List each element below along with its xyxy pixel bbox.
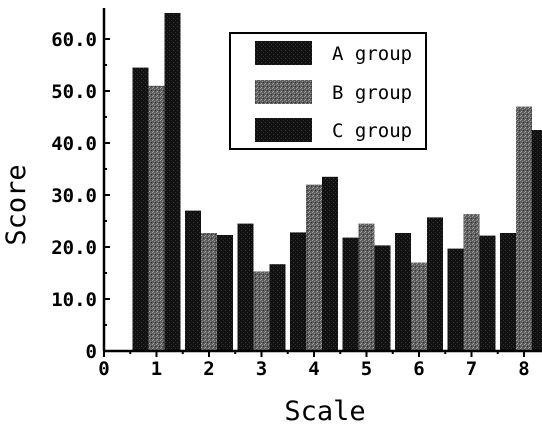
x-axis-title: Scale xyxy=(284,396,365,427)
x-tick-label-4: 4 xyxy=(308,358,319,380)
bar-a-group-scale-3 xyxy=(237,223,254,351)
bar-c-group-scale-8 xyxy=(532,130,542,351)
bar-b-group-scale-7 xyxy=(463,214,480,351)
bar-b-group-scale-2 xyxy=(201,233,217,351)
bar-a-group-scale-1 xyxy=(132,67,149,351)
y-tick-label-0: 0 xyxy=(86,341,97,363)
bar-c-group-scale-2 xyxy=(217,235,233,351)
bar-a-group-scale-6 xyxy=(395,233,411,351)
y-tick-label-30-0: 30.0 xyxy=(51,185,97,207)
x-tick-label-7: 7 xyxy=(466,358,477,380)
bar-a-group-scale-8 xyxy=(500,233,516,351)
x-tick-label-3: 3 xyxy=(256,358,267,380)
bar-a-group-scale-4 xyxy=(290,232,306,351)
legend-swatch-c-group xyxy=(255,118,312,142)
bar-b-group-scale-6 xyxy=(411,262,427,351)
legend-label-c-group: C group xyxy=(332,120,412,142)
bar-a-group-scale-2 xyxy=(185,210,201,351)
bar-b-group-scale-5 xyxy=(358,223,375,351)
bar-c-group-scale-4 xyxy=(322,176,338,351)
x-tick-label-8: 8 xyxy=(518,358,529,380)
x-tick-label-0: 0 xyxy=(98,358,109,380)
bar-c-group-scale-5 xyxy=(374,245,391,351)
axes-layer: 0 10.0 20.0 30.0 40.0 50.0 60.0 0 1 2 3 4 5 6 7 8 xyxy=(51,8,542,380)
bar-b-group-scale-4 xyxy=(306,184,322,351)
bar-c-group-scale-3 xyxy=(269,264,286,351)
x-tick-label-6: 6 xyxy=(413,358,424,380)
bar-b-group-scale-3 xyxy=(253,271,270,351)
bar-a-group-scale-5 xyxy=(342,237,359,351)
bars-layer xyxy=(132,13,542,352)
x-tick-label-1: 1 xyxy=(151,358,162,380)
y-axis-title: Score xyxy=(1,164,32,245)
bar-b-group-scale-8 xyxy=(516,106,532,351)
legend-label-b-group: B group xyxy=(332,82,412,104)
legend-swatch-b-group xyxy=(255,80,312,104)
bar-c-group-scale-7 xyxy=(479,235,496,351)
x-tick-label-5: 5 xyxy=(361,358,372,380)
bar-c-group-scale-6 xyxy=(427,217,443,351)
legend-label-a-group: A group xyxy=(332,43,412,65)
x-tick-label-2: 2 xyxy=(203,358,214,380)
y-tick-label-50-0: 50.0 xyxy=(51,81,97,103)
y-tick-label-60-0: 60.0 xyxy=(51,29,97,51)
bar-b-group-scale-1 xyxy=(148,85,165,352)
y-tick-label-10-0: 10.0 xyxy=(51,289,97,311)
y-tick-label-20-0: 20.0 xyxy=(51,237,97,259)
legend-swatch-a-group xyxy=(255,41,312,65)
legend: A group B group C group xyxy=(229,32,427,150)
bar-c-group-scale-1 xyxy=(164,13,181,351)
y-tick-label-40-0: 40.0 xyxy=(51,133,97,155)
bar-a-group-scale-7 xyxy=(447,248,464,351)
